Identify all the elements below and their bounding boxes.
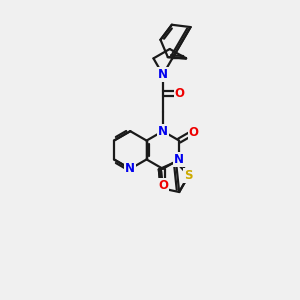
Text: N: N	[174, 153, 184, 166]
Text: O: O	[175, 87, 185, 100]
Text: O: O	[158, 179, 168, 192]
Text: N: N	[125, 162, 135, 175]
Text: N: N	[158, 68, 168, 81]
Text: S: S	[184, 169, 193, 182]
Text: O: O	[189, 126, 199, 139]
Text: N: N	[158, 125, 168, 138]
